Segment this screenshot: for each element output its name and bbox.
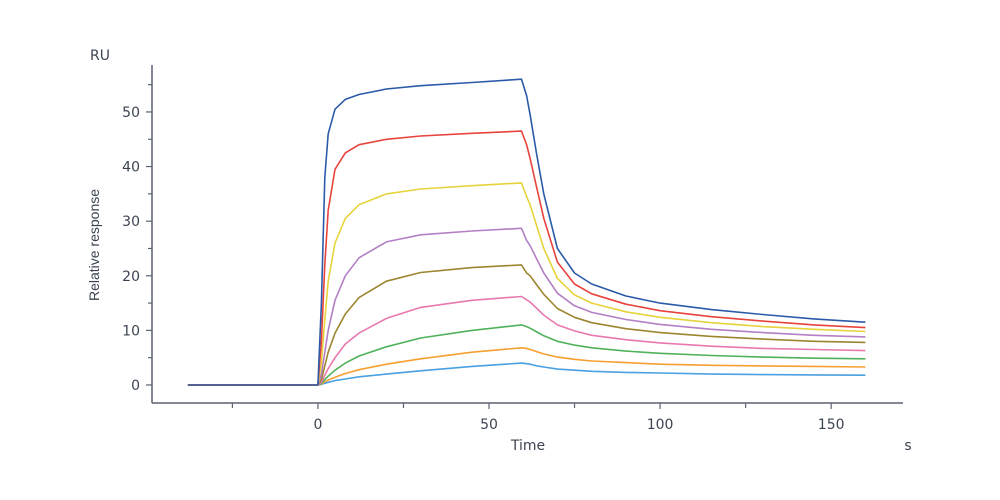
y-tick-label: 50 [122, 105, 140, 121]
y-unit-label: RU [90, 48, 110, 64]
x-unit-label: s [904, 438, 911, 454]
y-tick-label: 40 [122, 160, 140, 176]
ticks-layer: 0 50 100 150 0 10 20 30 40 50 [122, 84, 845, 433]
series-line-5 [187, 264, 866, 386]
series-line-8 [187, 347, 866, 386]
series-line-2 [187, 130, 866, 386]
axes-layer [151, 65, 903, 404]
series-layer [187, 78, 866, 386]
series-line-1 [187, 78, 866, 386]
x-tick-label: 150 [818, 417, 845, 433]
series-line-6 [187, 295, 866, 386]
y-tick-label: 30 [122, 214, 140, 230]
x-tick-label: 100 [647, 417, 674, 433]
y-tick-label: 10 [122, 323, 140, 339]
y-tick-label: 20 [122, 269, 140, 285]
series-line-3 [187, 182, 866, 386]
series-line-7 [187, 324, 866, 386]
y-tick-label: 0 [131, 378, 140, 394]
x-axis-title: Time [510, 438, 545, 454]
series-line-9 [187, 362, 866, 386]
x-tick-label: 50 [480, 417, 498, 433]
series-line-4 [187, 227, 866, 386]
y-axis-title: Relative response [86, 189, 102, 301]
x-tick-label: 0 [313, 417, 322, 433]
